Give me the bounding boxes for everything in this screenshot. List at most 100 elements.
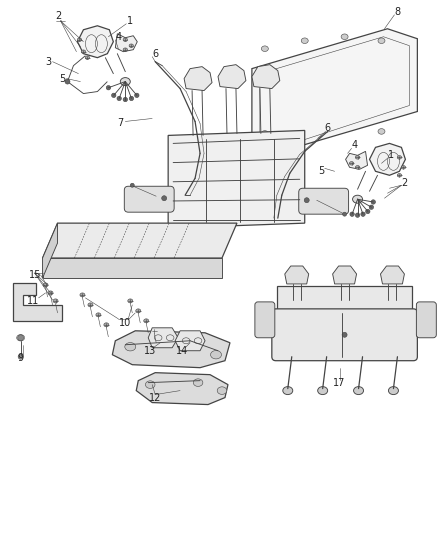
Polygon shape [252, 64, 280, 88]
Ellipse shape [397, 174, 402, 177]
Ellipse shape [369, 205, 374, 209]
Ellipse shape [355, 156, 360, 159]
Ellipse shape [378, 38, 385, 44]
Polygon shape [42, 223, 237, 258]
Ellipse shape [53, 299, 58, 303]
Ellipse shape [261, 46, 268, 52]
Text: 3: 3 [46, 56, 52, 67]
Polygon shape [184, 67, 212, 91]
Ellipse shape [353, 195, 363, 203]
Ellipse shape [304, 198, 309, 203]
Polygon shape [112, 331, 230, 368]
Polygon shape [346, 151, 367, 169]
Ellipse shape [366, 209, 370, 214]
Ellipse shape [18, 354, 23, 359]
Ellipse shape [129, 44, 134, 47]
Text: 12: 12 [149, 393, 161, 402]
Ellipse shape [341, 34, 348, 39]
Ellipse shape [144, 319, 149, 323]
Text: 15: 15 [29, 270, 42, 280]
FancyBboxPatch shape [124, 186, 174, 212]
Text: 8: 8 [394, 7, 400, 17]
Polygon shape [115, 34, 137, 52]
Ellipse shape [43, 283, 48, 287]
Text: 1: 1 [389, 150, 395, 160]
Ellipse shape [343, 212, 346, 216]
FancyBboxPatch shape [255, 302, 275, 338]
Ellipse shape [355, 213, 360, 217]
Text: 6: 6 [152, 49, 158, 59]
Ellipse shape [128, 299, 133, 303]
Polygon shape [78, 26, 113, 58]
Polygon shape [175, 331, 205, 351]
Polygon shape [42, 223, 57, 278]
Ellipse shape [217, 387, 227, 394]
Polygon shape [168, 131, 305, 228]
Polygon shape [332, 266, 357, 284]
Text: 1: 1 [127, 16, 133, 26]
Ellipse shape [65, 79, 70, 84]
Ellipse shape [129, 96, 134, 101]
Polygon shape [218, 64, 246, 88]
Ellipse shape [136, 309, 141, 313]
FancyBboxPatch shape [272, 309, 417, 361]
Ellipse shape [342, 332, 347, 337]
Ellipse shape [371, 200, 375, 204]
Ellipse shape [397, 156, 402, 159]
FancyBboxPatch shape [417, 302, 436, 338]
Ellipse shape [350, 161, 354, 165]
Ellipse shape [318, 386, 328, 394]
Text: 4: 4 [352, 140, 358, 150]
Text: 14: 14 [176, 346, 188, 356]
Polygon shape [42, 258, 222, 278]
Ellipse shape [117, 96, 121, 101]
Text: 10: 10 [119, 318, 131, 328]
Ellipse shape [401, 166, 406, 169]
Ellipse shape [123, 38, 127, 42]
Text: 9: 9 [18, 353, 24, 363]
Ellipse shape [193, 379, 203, 386]
Text: 13: 13 [144, 346, 156, 356]
Ellipse shape [106, 85, 111, 90]
Ellipse shape [353, 386, 364, 394]
Ellipse shape [123, 98, 127, 102]
Text: 4: 4 [115, 32, 121, 42]
Polygon shape [148, 328, 178, 348]
Ellipse shape [183, 341, 194, 349]
Ellipse shape [130, 183, 134, 187]
Ellipse shape [283, 386, 293, 394]
Text: 7: 7 [117, 118, 124, 128]
Ellipse shape [355, 166, 360, 169]
Text: 11: 11 [26, 296, 39, 306]
Ellipse shape [211, 351, 222, 359]
Ellipse shape [80, 293, 85, 297]
Text: 2: 2 [401, 178, 407, 188]
Text: 6: 6 [325, 124, 331, 133]
Ellipse shape [112, 93, 116, 98]
Ellipse shape [389, 386, 399, 394]
Ellipse shape [361, 212, 365, 216]
Polygon shape [13, 283, 63, 321]
Ellipse shape [123, 48, 127, 52]
Ellipse shape [104, 323, 109, 327]
Polygon shape [370, 143, 406, 175]
Ellipse shape [81, 50, 85, 53]
Ellipse shape [18, 335, 24, 341]
Ellipse shape [145, 381, 155, 389]
Polygon shape [277, 286, 413, 315]
Ellipse shape [96, 313, 101, 317]
Text: 5: 5 [60, 74, 66, 84]
Ellipse shape [48, 291, 53, 295]
Ellipse shape [85, 56, 90, 59]
Ellipse shape [152, 329, 157, 333]
Ellipse shape [301, 38, 308, 44]
Polygon shape [381, 266, 404, 284]
Ellipse shape [350, 212, 354, 216]
Polygon shape [285, 266, 309, 284]
Ellipse shape [125, 343, 136, 351]
Ellipse shape [88, 303, 93, 307]
Polygon shape [136, 373, 228, 405]
Ellipse shape [162, 196, 167, 201]
Polygon shape [252, 29, 417, 151]
Ellipse shape [77, 38, 81, 42]
